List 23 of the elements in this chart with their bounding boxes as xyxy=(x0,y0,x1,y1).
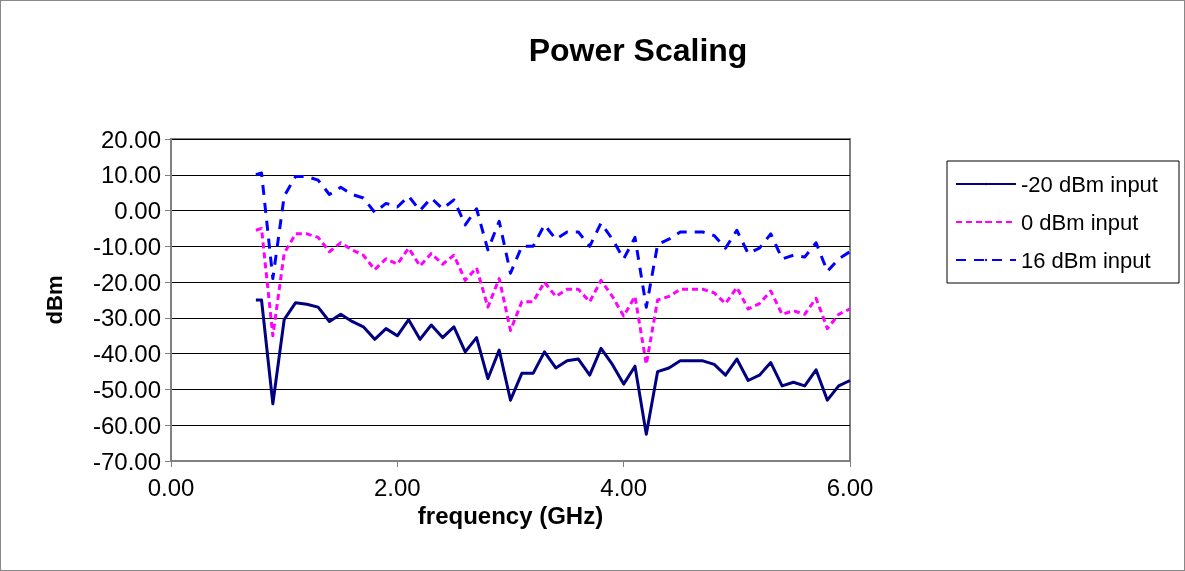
chart-title: Power Scaling xyxy=(528,32,748,68)
y-tick-label: -60.00 xyxy=(92,411,161,439)
y-tick-label: -30.00 xyxy=(92,304,161,332)
x-tick-label: 2.00 xyxy=(373,473,421,501)
y-tick-label: 20.00 xyxy=(100,125,161,153)
x-tick-label: 6.00 xyxy=(826,473,874,501)
y-tick-label: -70.00 xyxy=(92,447,161,475)
y-axis-title: dBm xyxy=(41,275,67,325)
legend-label: -20 dBm input xyxy=(1021,171,1158,197)
y-tick-label: -50.00 xyxy=(92,375,161,403)
y-tick-label: -40.00 xyxy=(92,340,161,368)
y-tick-label: -10.00 xyxy=(92,232,161,260)
y-tick-label: 0.00 xyxy=(114,197,161,225)
x-tick-label: 0.00 xyxy=(147,473,195,501)
legend-label: 16 dBm input xyxy=(1021,247,1151,273)
legend-label: 0 dBm input xyxy=(1021,209,1139,235)
y-tick-label: 10.00 xyxy=(100,161,161,189)
line-series xyxy=(254,171,852,309)
line-series xyxy=(254,298,852,436)
x-tick-label: 4.00 xyxy=(600,473,648,501)
y-tick-label: -20.00 xyxy=(92,268,161,296)
line-series xyxy=(254,226,852,366)
x-axis-title: frequency (GHz) xyxy=(417,502,604,530)
